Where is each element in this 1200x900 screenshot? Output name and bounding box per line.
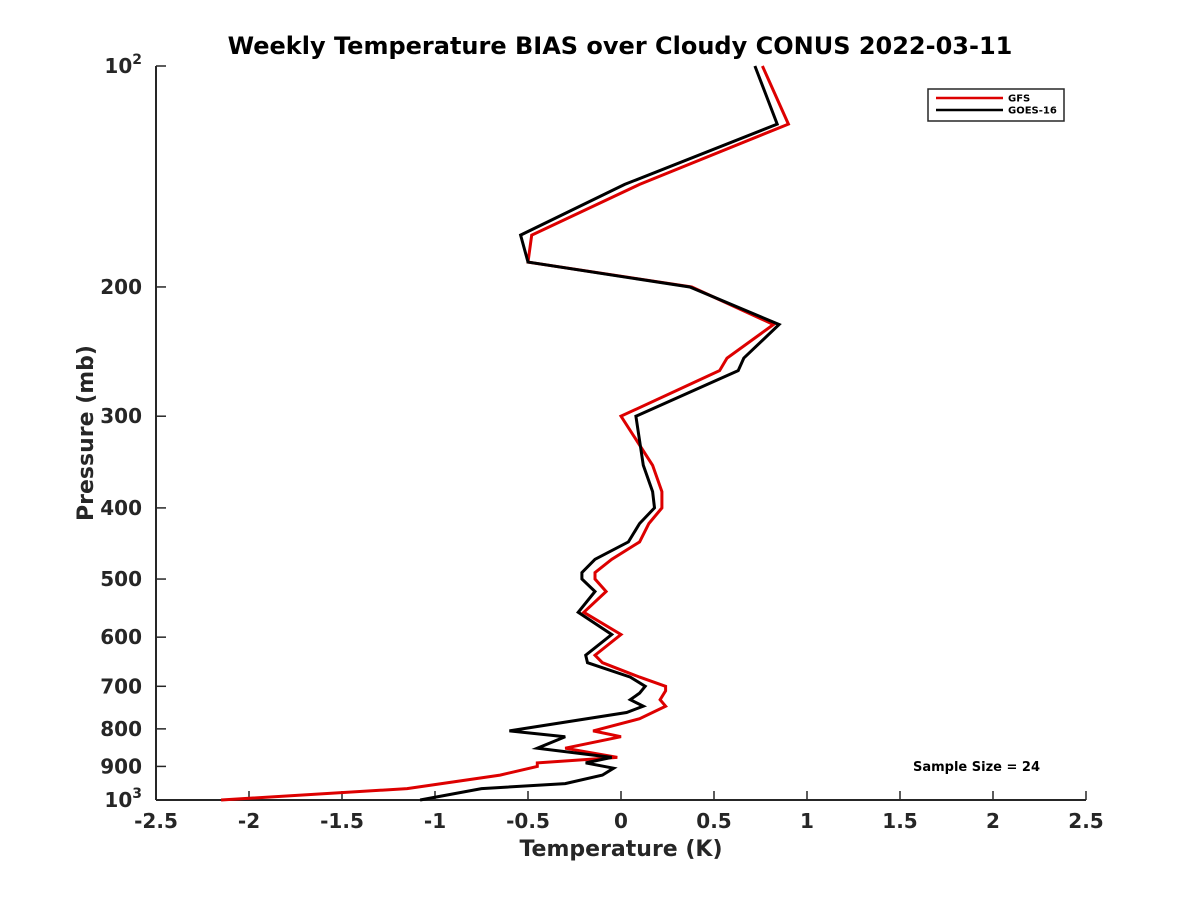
x-tick-label: -1 [424,809,446,833]
x-ticks: -2.5 -2 -1.5 -1 -0.5 0 0.5 1 1.5 2 2.5 [134,791,1104,833]
x-tick-label: -0.5 [506,809,550,833]
chart-title: Weekly Temperature BIAS over Cloudy CONU… [228,32,1013,60]
y-tick-label: 600 [100,625,142,649]
x-tick-label: 2 [986,809,1000,833]
y-tick-label: 300 [100,404,142,428]
series-line-gfs [221,65,791,802]
x-tick-label: 1.5 [882,809,917,833]
x-tick-label: -2.5 [134,809,178,833]
y-tick-label: 103 [104,786,142,812]
y-tick-label: 400 [100,496,142,520]
x-tick-label: -2 [238,809,260,833]
x-axis-label: Temperature (K) [519,837,722,862]
x-tick-label: 0.5 [696,809,731,833]
series-layer [221,65,791,802]
legend-label-goes16: GOES-16 [1008,106,1057,117]
x-tick-label: 1 [800,809,814,833]
y-ticks: 102 200 300 400 500 600 700 800 900 103 [100,52,166,812]
y-tick-label: 900 [100,754,142,778]
x-tick-label: 2.5 [1068,809,1103,833]
y-tick-label: 500 [100,567,142,591]
sample-size-annotation: Sample Size = 24 [913,760,1040,775]
y-tick-label: 200 [100,275,142,299]
y-tick-label: 700 [100,674,142,698]
y-tick-label: 800 [100,717,142,741]
legend-box [927,88,1065,122]
legend-label-gfs: GFS [1008,94,1030,105]
x-tick-label: -1.5 [320,809,364,833]
legend: GFS GOES-16 [927,88,1065,122]
x-tick-label: 0 [614,809,628,833]
series-line-goes-16 [419,65,782,802]
y-tick-label: 102 [104,52,142,78]
y-axis-label: Pressure (mb) [74,345,99,521]
